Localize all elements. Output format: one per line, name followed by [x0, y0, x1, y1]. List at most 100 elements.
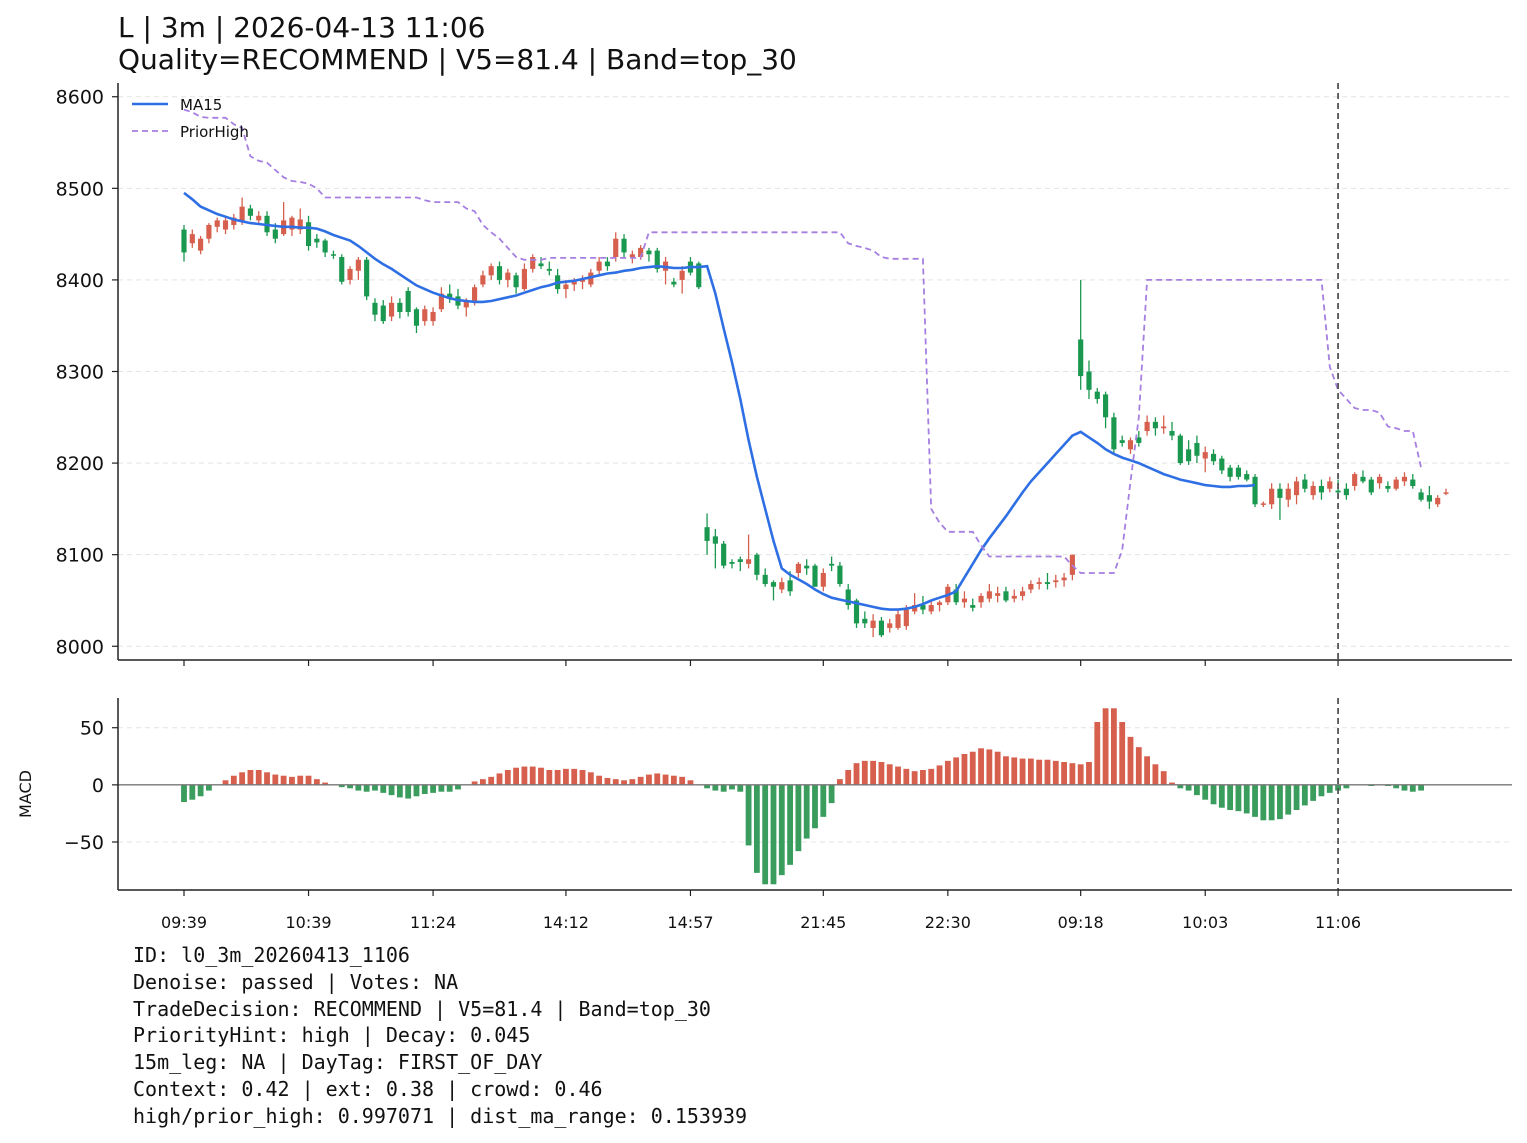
- candle: [397, 298, 403, 319]
- macd-bar: [181, 784, 187, 802]
- candle-body: [1244, 474, 1250, 480]
- candlestick-series: [181, 197, 1449, 638]
- macd-bar: [1301, 784, 1308, 806]
- candle: [355, 257, 361, 280]
- candle: [1227, 464, 1233, 482]
- x-tick-label: 22:30: [925, 913, 971, 932]
- candle-body: [1426, 495, 1432, 502]
- candle-body: [878, 620, 884, 636]
- candle-body: [198, 238, 204, 251]
- macd-bar: [1210, 784, 1217, 805]
- macd-bar: [704, 784, 710, 789]
- macd-bar: [1285, 784, 1292, 815]
- candle: [1061, 572, 1067, 587]
- candle-body: [563, 284, 569, 290]
- candle: [1401, 472, 1408, 486]
- macd-bar: [587, 772, 594, 785]
- candle-body: [1410, 479, 1416, 486]
- candle-body: [1277, 488, 1283, 498]
- candle: [1352, 472, 1358, 491]
- candle: [621, 234, 627, 258]
- macd-bar: [944, 760, 951, 785]
- candle: [1385, 481, 1391, 493]
- candle-body: [1385, 485, 1391, 489]
- price-tick-label: 8400: [56, 270, 104, 292]
- candle: [1244, 470, 1250, 482]
- macd-bar: [1326, 784, 1333, 793]
- macd-bar: [538, 767, 544, 785]
- candle: [546, 261, 552, 276]
- macd-bar: [986, 749, 993, 785]
- candle-body: [1227, 467, 1233, 477]
- candle-body: [845, 589, 851, 606]
- macd-bar: [471, 781, 478, 785]
- macd-bar: [1401, 784, 1408, 791]
- candle: [837, 562, 843, 587]
- candle-body: [521, 268, 527, 290]
- macd-bar: [612, 779, 619, 785]
- candle-body: [1318, 485, 1325, 493]
- candle-body: [1078, 339, 1084, 377]
- macd-bar: [861, 760, 868, 785]
- indicator-lines: [183, 108, 1422, 611]
- candle: [820, 568, 826, 592]
- macd-bar: [737, 784, 744, 792]
- candle: [812, 563, 818, 587]
- prior-high-line: [183, 108, 1422, 574]
- macd-bar: [1169, 782, 1175, 785]
- candle: [1285, 483, 1291, 508]
- macd-bar: [1343, 784, 1350, 789]
- candle-body: [1377, 476, 1383, 484]
- candle: [1435, 495, 1441, 508]
- macd-bar: [762, 784, 769, 885]
- info-line-trade-decision: TradeDecision: RECOMMEND | V5=81.4 | Ban…: [133, 996, 711, 1021]
- price-tick-label: 8500: [56, 178, 104, 200]
- candle: [388, 296, 395, 322]
- candle: [579, 275, 586, 290]
- macd-bar: [753, 784, 760, 873]
- macd-bar: [969, 751, 976, 785]
- candle-body: [297, 219, 303, 230]
- macd-bar: [886, 764, 893, 785]
- candle: [961, 591, 968, 608]
- candle: [936, 600, 943, 612]
- candle-body: [1285, 488, 1291, 500]
- x-tick-label: 10:39: [285, 913, 331, 932]
- macd-bar: [380, 784, 387, 793]
- candle: [438, 287, 444, 312]
- candle-body: [920, 605, 926, 610]
- candle-body: [1127, 440, 1134, 450]
- macd-bar: [1243, 784, 1250, 814]
- info-line-context: Context: 0.42 | ext: 0.38 | crowd: 0.46: [133, 1076, 603, 1101]
- candle: [405, 287, 411, 317]
- macd-bar: [1177, 784, 1184, 789]
- candle: [1318, 479, 1325, 500]
- candle: [737, 556, 743, 572]
- candle-body: [1418, 492, 1424, 500]
- macd-bar: [1052, 760, 1059, 785]
- candle-body: [1086, 371, 1092, 390]
- candle-body: [1327, 481, 1333, 489]
- candle: [214, 217, 220, 233]
- macd-bar: [388, 784, 395, 796]
- macd-bar: [1152, 764, 1159, 785]
- macd-bar: [853, 763, 860, 785]
- candle-body: [380, 305, 386, 322]
- candle: [1426, 485, 1432, 509]
- candle: [1136, 431, 1142, 447]
- candle-body: [1260, 503, 1266, 505]
- candle-body: [1036, 582, 1042, 584]
- x-tick-label: 14:57: [667, 913, 713, 932]
- macd-bar: [206, 784, 212, 791]
- candle-body: [1443, 492, 1449, 494]
- info-line-priority: PriorityHint: high | Decay: 0.045: [133, 1023, 531, 1048]
- candle: [970, 598, 976, 612]
- macd-bar: [496, 773, 503, 785]
- macd-bar: [264, 772, 270, 785]
- macd-bar: [803, 784, 810, 839]
- candle: [804, 559, 810, 575]
- candle: [729, 559, 735, 569]
- candle: [1343, 483, 1349, 500]
- candle-body: [339, 257, 345, 282]
- price-legend: MA15 PriorHigh: [132, 96, 249, 141]
